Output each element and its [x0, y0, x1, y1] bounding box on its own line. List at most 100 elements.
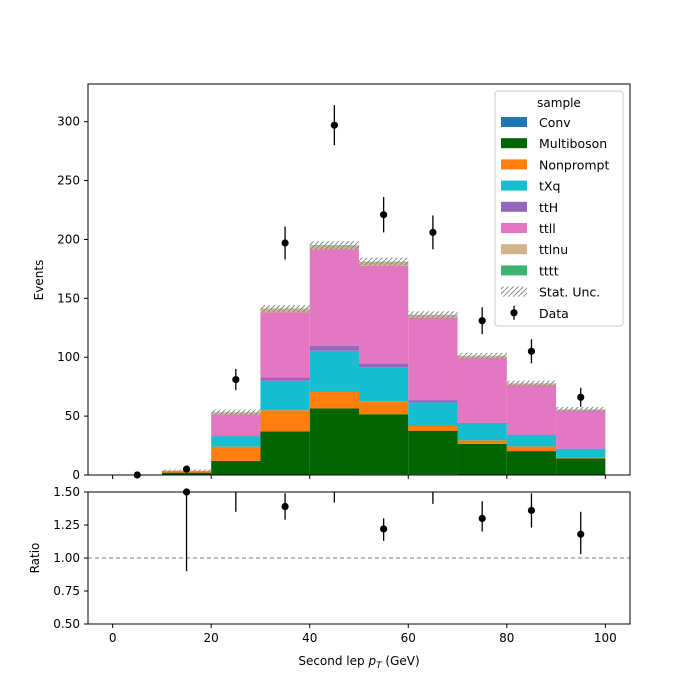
ratio-point-8 — [527, 506, 536, 515]
legend-label-conv: Conv — [539, 115, 571, 130]
bar-tth-bin-7 — [457, 422, 507, 424]
legend: sample Conv Multiboson Nonprompt tXq ttH ttll t… — [494, 90, 624, 327]
legend-swatch-tttt — [501, 265, 527, 276]
legend-swatch-nonprompt — [501, 159, 527, 170]
bar-ttll-bin-9 — [556, 410, 606, 449]
ratio-y-axis-label: Ratio — [28, 543, 42, 574]
stat-unc-bin-3 — [260, 305, 310, 313]
main-ytick-label-0: 0 — [72, 468, 80, 482]
ratio-point-5 — [380, 525, 388, 533]
main-ytick-label-3: 150 — [57, 291, 80, 305]
bar-multiboson-bin-1 — [161, 472, 212, 475]
legend-swatch-txq — [501, 180, 527, 191]
stacked-bars — [161, 245, 606, 475]
bar-nonprompt-bin-8 — [506, 446, 557, 452]
data-point-7 — [478, 317, 486, 325]
legend-swatch-ttll — [501, 223, 527, 233]
ratio-plot-frame — [87, 491, 631, 625]
bar-multiboson-bin-5 — [359, 414, 409, 475]
legend-label-ttlnu: ttlnu — [539, 242, 568, 257]
bar-txq-bin-5 — [359, 367, 409, 402]
ratio-points — [182, 488, 585, 572]
legend-label-data: Data — [539, 306, 569, 321]
data-point-4 — [330, 121, 338, 129]
data-point-5 — [380, 211, 388, 219]
bar-tth-bin-9 — [556, 448, 606, 449]
legend-swatch-data — [510, 309, 518, 317]
stat-unc-bin-2 — [211, 409, 261, 416]
main-ytick-label-6: 300 — [57, 115, 80, 129]
bar-ttll-bin-2 — [211, 414, 261, 436]
data-point-2 — [232, 376, 240, 384]
x-axis-label-symbol: p — [367, 654, 376, 668]
legend-title: sample — [537, 96, 581, 110]
legend-label-nonprompt: Nonprompt — [539, 157, 609, 172]
bar-tth-bin-4 — [309, 346, 359, 351]
bar-txq-bin-9 — [556, 448, 606, 458]
x-axis-label-subscript: T — [376, 661, 383, 671]
data-point-3 — [281, 239, 289, 247]
bar-tth-bin-8 — [506, 434, 557, 436]
bar-multiboson-bin-7 — [457, 443, 507, 475]
bar-tth-bin-2 — [211, 435, 261, 437]
legend-label-tth: ttH — [539, 200, 558, 215]
bar-ttll-bin-7 — [457, 357, 507, 423]
bar-nonprompt-bin-5 — [359, 401, 409, 415]
bar-tth-bin-6 — [408, 400, 458, 403]
main-y-axis: 0 50 100 150 200 250 300 — [57, 115, 88, 482]
stat-unc-bin-7 — [457, 352, 507, 359]
data-points — [133, 105, 585, 479]
bar-tth-bin-3 — [260, 377, 310, 381]
legend-swatch-tth — [501, 201, 527, 212]
main-ytick-label-2: 100 — [57, 350, 80, 364]
bar-multiboson-bin-9 — [556, 458, 606, 475]
bar-txq-bin-2 — [211, 436, 261, 447]
main-ytick-label-5: 250 — [57, 174, 80, 188]
ratio-point-7 — [478, 514, 486, 523]
stat-unc-bin-4 — [309, 241, 359, 250]
bar-multiboson-bin-6 — [408, 430, 458, 475]
ratio-ytick-label-2: 1.00 — [53, 551, 80, 565]
legend-swatch-multiboson — [501, 138, 527, 149]
data-point-1 — [182, 465, 191, 473]
bar-multiboson-bin-3 — [260, 431, 310, 475]
data-point-8 — [527, 347, 536, 355]
x-axis-label: Second lep pT (GeV) — [298, 654, 419, 671]
ratio-y-axis: 0.50 0.75 1.00 1.25 1.50 — [53, 485, 88, 631]
ratio-ytick-label-4: 1.50 — [53, 485, 80, 499]
stat-unc-bin-5 — [359, 257, 409, 266]
bar-multiboson-bin-4 — [309, 408, 359, 475]
legend-label-multiboson: Multiboson — [539, 136, 607, 151]
ratio-xtick-label-3: 60 — [401, 631, 416, 645]
ratio-x-axis: 0 20 40 60 80 100 — [109, 624, 617, 645]
ratio-xtick-label-0: 0 — [109, 631, 117, 645]
main-x-ticks — [112, 475, 606, 479]
ratio-xtick-label-2: 40 — [302, 631, 317, 645]
main-y-axis-label: Events — [32, 260, 46, 301]
ratio-xtick-label-4: 80 — [499, 631, 514, 645]
bar-ttll-bin-4 — [309, 249, 359, 347]
bar-nonprompt-bin-6 — [408, 426, 458, 431]
bar-ttll-bin-5 — [359, 265, 409, 364]
main-ytick-label-4: 200 — [57, 232, 80, 246]
ratio-ytick-label-0: 0.50 — [53, 617, 80, 631]
legend-swatch-ttlnu — [501, 244, 527, 255]
ratio-ytick-label-3: 1.25 — [53, 518, 80, 532]
x-axis-label-text: Second lep — [298, 654, 368, 668]
bar-txq-bin-7 — [457, 423, 507, 441]
bar-ttll-bin-8 — [506, 385, 557, 435]
stat-unc-bin-6 — [408, 311, 458, 319]
bar-txq-bin-6 — [408, 402, 458, 427]
legend-swatch-conv — [501, 117, 527, 127]
legend-label-stat-unc: Stat. Unc. — [539, 285, 600, 300]
x-axis-label-unit: (GeV) — [382, 654, 420, 668]
bar-nonprompt-bin-3 — [260, 410, 310, 432]
data-point-6 — [429, 228, 437, 236]
ratio-ytick-label-1: 0.75 — [53, 584, 80, 598]
bar-multiboson-bin-2 — [211, 460, 261, 475]
bar-nonprompt-bin-9 — [556, 457, 606, 459]
main-panel: 0 50 100 150 200 250 300 Events sample Conv Mult… — [32, 83, 631, 482]
bar-txq-bin-8 — [506, 435, 557, 447]
bar-ttll-bin-6 — [408, 317, 458, 401]
